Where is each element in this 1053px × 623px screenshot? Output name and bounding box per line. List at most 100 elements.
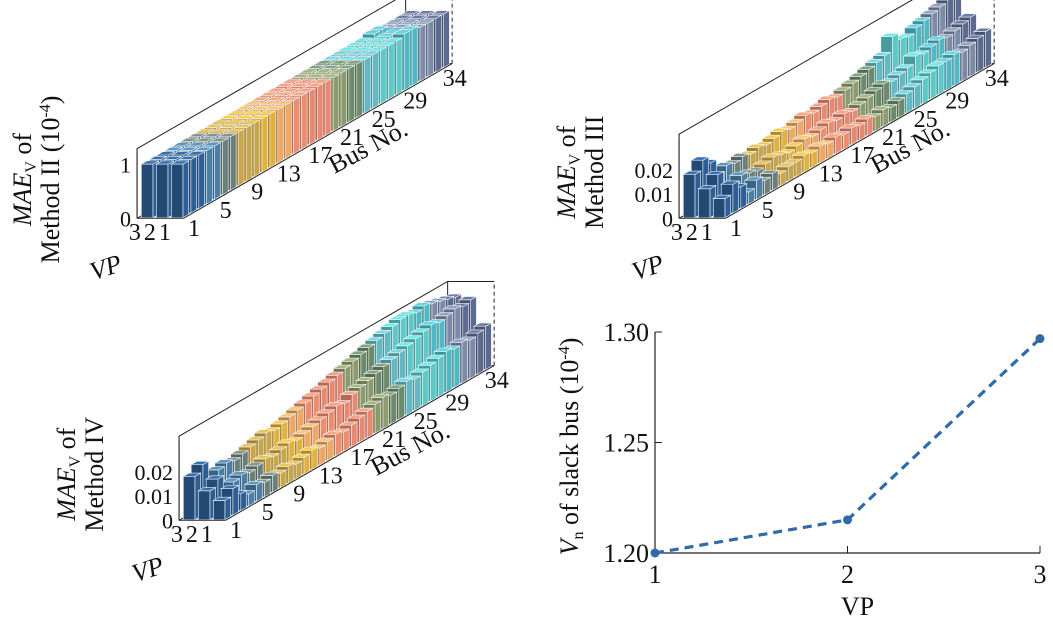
bar-top	[775, 163, 796, 168]
bar-top	[321, 55, 342, 60]
bar-front	[224, 496, 231, 521]
y-tick-label: 1.20	[604, 539, 650, 568]
bar-front	[469, 336, 476, 380]
bar-top	[360, 42, 381, 47]
bar-front	[422, 368, 429, 407]
bar-top	[422, 14, 443, 19]
bar-front	[348, 64, 355, 123]
bar-top	[368, 37, 389, 42]
bar-top	[378, 356, 399, 361]
bar-front	[403, 30, 411, 91]
z-tick-label: 0.01	[135, 484, 174, 509]
bar-top	[393, 377, 414, 382]
front-edge	[183, 63, 453, 219]
bar-top	[321, 64, 341, 69]
x-tick-label: 17	[350, 445, 374, 471]
bar-front	[969, 41, 976, 78]
bar-front	[906, 89, 913, 114]
bar-front	[388, 42, 395, 100]
z-tick-label: 0	[662, 206, 673, 231]
bar-top	[212, 496, 232, 501]
x-tick-label: 1	[649, 560, 662, 589]
x-tick-label: 13	[819, 161, 843, 187]
bar-top	[292, 399, 313, 404]
bar-top	[854, 115, 875, 120]
bar-top	[186, 142, 207, 147]
bar-top	[297, 78, 318, 83]
z-tick-label: 1	[120, 153, 131, 178]
bar-top	[885, 97, 906, 102]
bar-top	[257, 101, 278, 106]
bar-front	[740, 183, 747, 210]
bar-top	[346, 414, 367, 419]
bar-front	[756, 176, 763, 200]
x-tick-label: 25	[372, 107, 396, 133]
bar-top	[808, 102, 829, 107]
bar-top	[902, 52, 923, 57]
bar-top	[197, 487, 217, 492]
bar-top	[340, 357, 360, 362]
bar-top	[290, 74, 310, 78]
bar-top	[220, 478, 241, 483]
bar-top	[314, 437, 335, 442]
bar-top	[268, 446, 288, 451]
bar-top	[385, 384, 406, 389]
bar-top	[220, 485, 240, 489]
bar-top	[901, 83, 922, 88]
bar-front	[364, 55, 371, 114]
bar-top	[249, 105, 270, 110]
bar-top	[209, 137, 230, 142]
bar-top	[201, 142, 222, 147]
bar-top	[442, 305, 462, 310]
bar-front	[332, 73, 340, 132]
bar-top	[783, 158, 803, 163]
bar-top	[315, 409, 336, 414]
bar-front	[359, 414, 366, 443]
bar-top	[402, 335, 423, 340]
bar-top	[911, 17, 931, 22]
bar-top	[449, 338, 469, 343]
bar-top	[363, 336, 384, 341]
bar-top	[242, 110, 262, 115]
bar-front	[396, 37, 403, 96]
bar-top	[213, 459, 234, 464]
bar-top	[328, 60, 349, 65]
bar-front	[269, 110, 276, 169]
bar-front	[372, 51, 379, 109]
bar-top	[807, 126, 828, 131]
bar-top	[323, 402, 344, 407]
x-tick-label: 5	[220, 198, 232, 224]
bar-top	[705, 171, 725, 175]
bar-front	[430, 361, 437, 402]
bar-top	[324, 371, 345, 376]
bar-top	[792, 111, 813, 116]
bar-side	[698, 188, 711, 218]
bar-front	[414, 375, 421, 411]
bar-top	[163, 155, 183, 160]
bar-front	[285, 101, 292, 160]
bar-side	[171, 163, 184, 218]
bar	[712, 194, 732, 219]
bar-top	[291, 453, 311, 458]
vp-tick-label: 3	[129, 220, 141, 246]
bar-top	[457, 296, 478, 301]
x-tick-label: 17	[308, 143, 332, 169]
bar-top	[425, 354, 446, 359]
bar-top	[336, 55, 357, 60]
bar-top	[237, 443, 258, 448]
bar-top	[228, 471, 249, 476]
x-tick-label: 13	[319, 463, 343, 489]
bar-front	[382, 393, 389, 430]
bar-top	[276, 413, 297, 418]
bar-front	[182, 160, 189, 219]
bar-top	[386, 349, 407, 354]
bar-top	[713, 162, 734, 167]
bar-front	[411, 25, 419, 87]
x-tick-label: 25	[914, 107, 938, 133]
bar-top	[217, 133, 238, 138]
bar-top	[918, 43, 939, 48]
bar-top	[249, 115, 269, 119]
bar-top	[972, 27, 993, 32]
